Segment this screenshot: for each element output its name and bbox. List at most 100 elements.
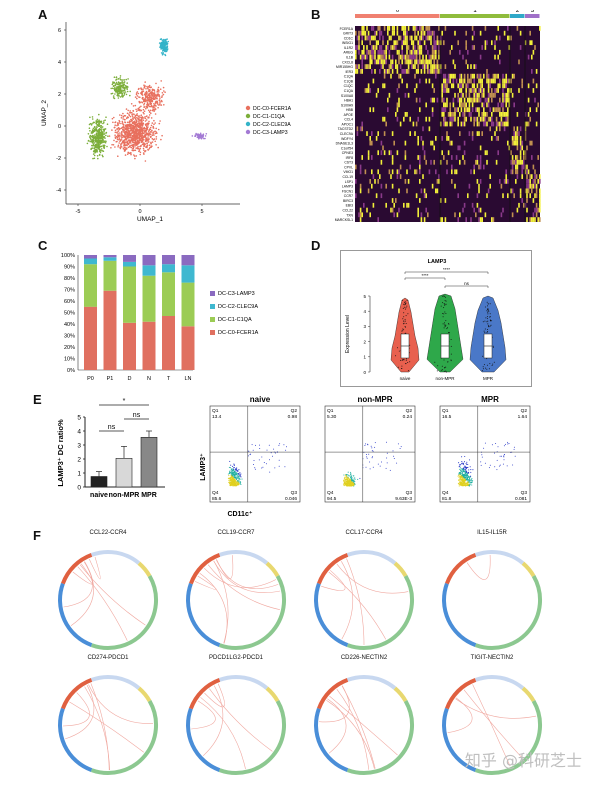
umap-point: [155, 82, 157, 85]
umap-point: [149, 109, 152, 112]
umap-point: [141, 123, 143, 126]
flow-quadrant-label: Q3: [291, 490, 298, 496]
heatmap-gene-label: CST3: [344, 161, 353, 165]
chord-segment: [186, 582, 221, 647]
flow-event: [466, 473, 468, 475]
violin-point: [482, 321, 484, 323]
flow-quadrant-label: Q3: [406, 490, 413, 496]
umap-point: [142, 135, 144, 137]
umap-point: [159, 97, 161, 99]
umap-point: [118, 83, 120, 85]
umap-point: [165, 41, 167, 44]
flow-event: [345, 475, 347, 478]
flow-event: [501, 455, 502, 457]
umap-point: [117, 135, 120, 137]
flow-event: [235, 478, 237, 480]
umap-point: [135, 123, 137, 126]
umap-point: [132, 141, 135, 144]
umap-point: [100, 137, 103, 140]
flow-event: [343, 480, 345, 482]
umap-point: [143, 149, 145, 151]
violin-point: [487, 324, 489, 326]
umap-point: [131, 138, 134, 140]
umap-point: [204, 135, 207, 137]
flow-event: [459, 473, 461, 475]
flow-event: [374, 446, 376, 448]
umap-point: [148, 129, 150, 132]
violin-point: [444, 311, 446, 313]
umap-point: [101, 154, 104, 157]
umap-point: [143, 84, 145, 86]
umap-point: [140, 144, 142, 147]
umap-point: [119, 114, 121, 116]
flow-event: [466, 477, 468, 479]
flow-event: [274, 452, 276, 454]
umap-ytick: -2: [56, 156, 61, 162]
flow-event: [263, 462, 265, 463]
flow-quadrant-label: Q3: [521, 490, 528, 496]
umap-point: [146, 85, 148, 88]
umap-point: [143, 142, 145, 144]
umap-point: [154, 132, 157, 135]
flow-event: [346, 480, 348, 482]
umap-point: [100, 126, 102, 129]
violin-title: LAMP3: [428, 259, 447, 265]
umap-point: [148, 94, 150, 96]
umap-point: [143, 117, 145, 119]
umap-point: [161, 134, 163, 137]
flow-event: [345, 475, 347, 477]
flow-event: [232, 468, 234, 470]
flow-event: [468, 483, 470, 485]
violin-point: [404, 326, 406, 328]
violin-point: [492, 345, 494, 347]
umap-point: [165, 47, 167, 49]
violin-point: [404, 308, 406, 310]
flow-event: [354, 480, 356, 483]
umap-point: [153, 94, 155, 96]
umap-point: [138, 106, 141, 109]
violin-point: [409, 344, 411, 346]
flow-event: [231, 472, 233, 474]
flow-event: [230, 477, 232, 480]
flow-event: [253, 460, 255, 461]
umap-point: [116, 131, 118, 134]
umap-point: [162, 43, 165, 46]
umap-point: [159, 104, 161, 106]
umap-point: [129, 134, 132, 137]
umap-point: [115, 81, 118, 84]
umap-point: [134, 149, 137, 152]
heatmap-gene-label: MARCKSL1: [335, 218, 353, 222]
flow-event: [347, 476, 349, 478]
umap-point: [98, 113, 100, 116]
umap-point: [121, 141, 123, 144]
umap-point: [197, 134, 200, 137]
umap-point: [118, 78, 120, 80]
flow-event: [497, 446, 499, 448]
umap-point: [159, 101, 161, 103]
stack-bar-segment: [123, 261, 136, 267]
flow-event: [272, 455, 273, 457]
flow-event: [462, 464, 464, 466]
umap-point: [110, 147, 112, 149]
chord-segment: [317, 678, 349, 710]
umap-point: [154, 102, 157, 104]
chord-segment: [218, 700, 286, 775]
umap-point: [153, 104, 156, 106]
umap-point: [141, 126, 143, 128]
umap-point: [135, 128, 137, 130]
umap-point: [131, 112, 133, 114]
flow-event: [371, 447, 373, 449]
violin-point: [488, 311, 490, 313]
flow-event: [366, 454, 367, 455]
umap-xlabel: UMAP_1: [137, 216, 163, 223]
umap-point: [143, 99, 146, 102]
umap-point: [159, 102, 161, 104]
flow-event: [513, 448, 515, 450]
flow-event: [239, 483, 241, 485]
chord-segment: [474, 700, 542, 775]
chord-link: [90, 683, 110, 771]
stack-bar-segment: [181, 282, 195, 327]
umap-point: [160, 104, 163, 106]
ebar-bar: [140, 436, 158, 488]
flow-event: [266, 449, 268, 451]
